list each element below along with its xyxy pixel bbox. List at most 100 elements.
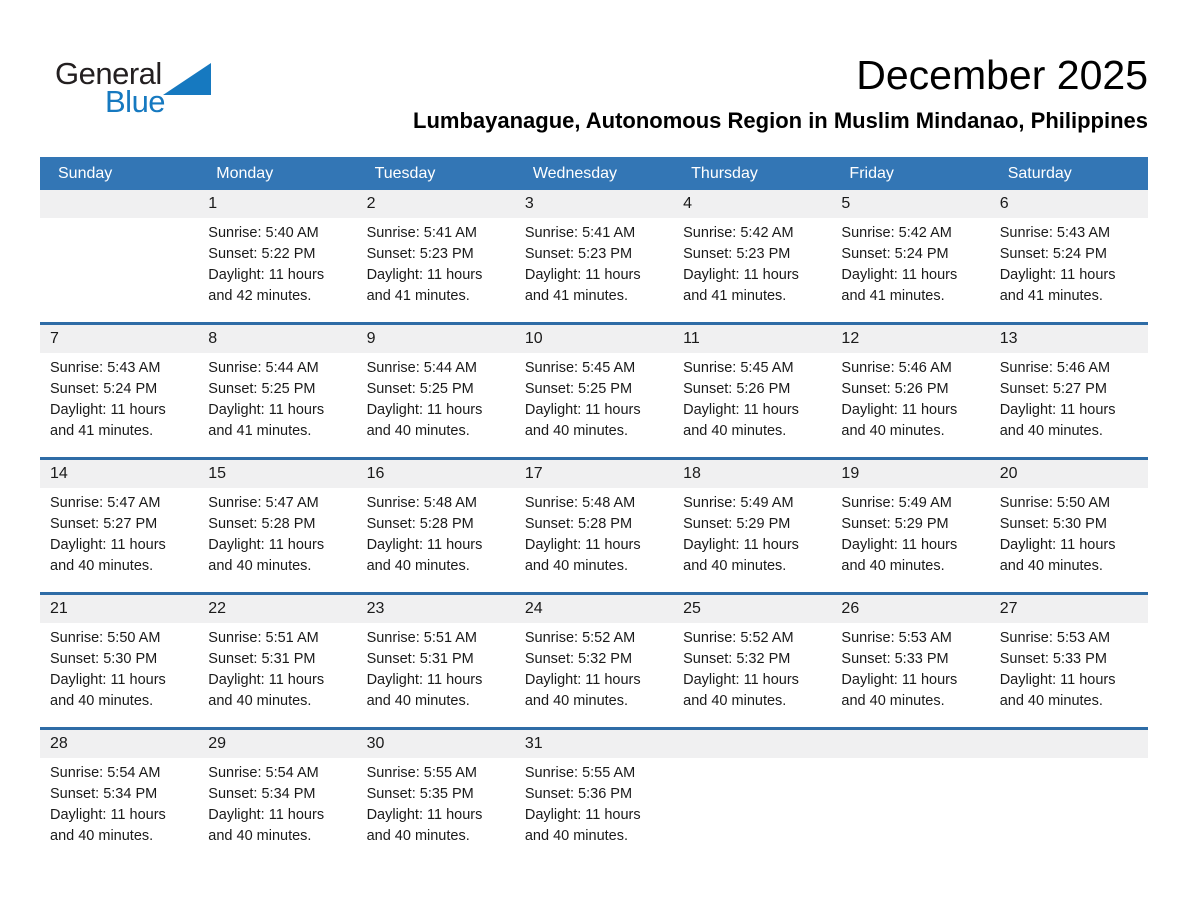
week-row: 14 Sunrise: 5:47 AM Sunset: 5:27 PM Dayligh…: [40, 457, 1148, 592]
daylight-hours-text: Daylight: 11 hours: [683, 267, 799, 283]
day-number: 1: [208, 195, 218, 212]
daylight-hours-text: Daylight: 11 hours: [208, 672, 325, 688]
day-cell-10: 10 Sunrise: 5:45 AM Sunset: 5:25 PM Dayligh…: [514, 325, 674, 457]
sun-info: [990, 758, 1148, 763]
sunset-text: Sunset: 5:27 PM: [999, 381, 1107, 397]
daylight-hours-text: Daylight: 11 hours: [683, 402, 799, 418]
sun-info: Sunrise: 5:50 AM Sunset: 5:30 PM Daylight:…: [40, 623, 198, 712]
sunrise-text: Sunrise: 5:46 AM: [841, 360, 952, 376]
sunrise-text: Sunrise: 5:43 AM: [999, 225, 1111, 241]
day-number: 26: [841, 600, 860, 617]
daylight-minutes-text: and 40 minutes.: [683, 558, 787, 574]
day-cell-28: 28 Sunrise: 5:54 AM Sunset: 5:34 PM Dayligh…: [40, 730, 199, 862]
day-number: 24: [524, 600, 543, 617]
logo-text-general: General: [55, 56, 162, 91]
daylight-hours-text: Daylight: 11 hours: [999, 402, 1116, 418]
daylight-hours-text: Daylight: 11 hours: [524, 807, 641, 823]
sunset-text: Sunset: 5:34 PM: [50, 786, 158, 802]
day-cell-18: 18 Sunrise: 5:49 AM Sunset: 5:29 PM Dayligh…: [673, 460, 832, 592]
daylight-hours-text: Daylight: 11 hours: [366, 672, 483, 688]
day-cell-27: 27 Sunrise: 5:53 AM Sunset: 5:33 PM Dayligh…: [989, 595, 1148, 727]
day-cell-29: 29 Sunrise: 5:54 AM Sunset: 5:34 PM Dayligh…: [198, 730, 357, 862]
daylight-minutes-text: and 40 minutes.: [208, 558, 312, 574]
daylight-minutes-text: and 41 minutes.: [524, 288, 629, 304]
daylight-hours-text: Daylight: 11 hours: [366, 267, 483, 283]
day-number-strip: 30: [356, 730, 515, 758]
sunrise-text: Sunrise: 5:55 AM: [366, 765, 477, 781]
daylight-hours-text: Daylight: 11 hours: [366, 537, 483, 553]
day-cell-16: 16 Sunrise: 5:48 AM Sunset: 5:28 PM Dayligh…: [356, 460, 515, 592]
day-number: 5: [841, 195, 851, 212]
sunset-text: Sunset: 5:33 PM: [841, 651, 949, 667]
general-blue-logo: General Blue: [55, 58, 211, 117]
day-cell-6: 6 Sunrise: 5:43 AM Sunset: 5:24 PM Daylight…: [989, 190, 1148, 322]
sunset-text: Sunset: 5:24 PM: [841, 246, 949, 262]
title-block: December 2025 Lumbayanague, Autonomous R…: [413, 52, 1148, 135]
logo-text-blue: Blue: [105, 84, 166, 119]
sunrise-text: Sunrise: 5:51 AM: [366, 630, 477, 646]
daylight-minutes-text: and 40 minutes.: [524, 423, 629, 439]
month-title: December 2025: [856, 52, 1148, 98]
weekday-header-thursday: Thursday: [691, 165, 758, 182]
day-number-strip: [673, 730, 832, 758]
sunrise-text: Sunrise: 5:50 AM: [50, 630, 161, 646]
daylight-hours-text: Daylight: 11 hours: [999, 537, 1116, 553]
day-number-strip: 26: [831, 595, 990, 623]
sunrise-text: Sunrise: 5:40 AM: [208, 225, 319, 241]
day-number-strip: 15: [198, 460, 357, 488]
day-number-strip: 14: [40, 460, 199, 488]
day-number: 18: [683, 465, 701, 482]
day-number: 4: [683, 195, 693, 212]
day-cell-7: 7 Sunrise: 5:43 AM Sunset: 5:24 PM Daylight…: [40, 325, 199, 457]
day-cell-11: 11 Sunrise: 5:45 AM Sunset: 5:26 PM Dayligh…: [673, 325, 832, 457]
day-number: 11: [683, 330, 700, 347]
day-cell-21: 21 Sunrise: 5:50 AM Sunset: 5:30 PM Dayligh…: [40, 595, 199, 727]
daylight-hours-text: Daylight: 11 hours: [683, 672, 799, 688]
location-subtitle: Lumbayanague, Autonomous Region in Musli…: [413, 108, 1148, 134]
sunrise-text: Sunrise: 5:45 AM: [524, 360, 636, 376]
daylight-hours-text: Daylight: 11 hours: [208, 807, 325, 823]
sun-info: Sunrise: 5:46 AM Sunset: 5:26 PM Daylight:…: [831, 353, 989, 442]
sunset-text: Sunset: 5:26 PM: [683, 381, 791, 397]
daylight-hours-text: Daylight: 11 hours: [683, 537, 799, 553]
sun-info: Sunrise: 5:52 AM Sunset: 5:32 PM Daylight:…: [515, 623, 673, 712]
sun-info: Sunrise: 5:45 AM Sunset: 5:25 PM Daylight:…: [515, 353, 673, 442]
daylight-hours-text: Daylight: 11 hours: [366, 402, 483, 418]
sun-info: Sunrise: 5:48 AM Sunset: 5:28 PM Daylight:…: [515, 488, 673, 577]
day-number: 30: [366, 735, 385, 752]
daylight-minutes-text: and 40 minutes.: [999, 693, 1103, 709]
sun-info: Sunrise: 5:55 AM Sunset: 5:35 PM Daylight:…: [357, 758, 515, 847]
day-number: 6: [999, 195, 1009, 212]
sun-info: Sunrise: 5:49 AM Sunset: 5:29 PM Daylight:…: [831, 488, 989, 577]
day-cell-4: 4 Sunrise: 5:42 AM Sunset: 5:23 PM Daylight…: [673, 190, 832, 322]
sunrise-text: Sunrise: 5:49 AM: [841, 495, 952, 511]
sun-info: Sunrise: 5:54 AM Sunset: 5:34 PM Daylight:…: [198, 758, 356, 847]
daylight-hours-text: Daylight: 11 hours: [841, 267, 958, 283]
sun-info: Sunrise: 5:55 AM Sunset: 5:36 PM Daylight:…: [515, 758, 673, 847]
sunrise-text: Sunrise: 5:54 AM: [208, 765, 319, 781]
day-cell-19: 19 Sunrise: 5:49 AM Sunset: 5:29 PM Dayligh…: [831, 460, 990, 592]
day-number: 15: [208, 465, 227, 482]
daylight-minutes-text: and 40 minutes.: [999, 558, 1103, 574]
daylight-minutes-text: and 40 minutes.: [50, 693, 154, 709]
day-number: 17: [524, 465, 543, 482]
daylight-minutes-text: and 40 minutes.: [524, 693, 629, 709]
sunset-text: Sunset: 5:29 PM: [841, 516, 949, 532]
sunrise-text: Sunrise: 5:50 AM: [999, 495, 1111, 511]
daylight-minutes-text: and 41 minutes.: [208, 423, 312, 439]
sunrise-text: Sunrise: 5:41 AM: [524, 225, 636, 241]
sun-info: Sunrise: 5:47 AM Sunset: 5:27 PM Daylight:…: [40, 488, 198, 577]
sunset-text: Sunset: 5:34 PM: [208, 786, 316, 802]
daylight-minutes-text: and 41 minutes.: [50, 423, 154, 439]
logo-line-2: Blue: [105, 86, 211, 117]
day-number-strip: 20: [989, 460, 1148, 488]
weekday-header-row: Sunday Monday Tuesday Wednesday Thursday Frid…: [40, 157, 1148, 190]
day-number-strip: 29: [198, 730, 357, 758]
sun-info: Sunrise: 5:40 AM Sunset: 5:22 PM Daylight:…: [198, 218, 356, 307]
sunset-text: Sunset: 5:24 PM: [999, 246, 1107, 262]
sun-info: [40, 218, 198, 223]
day-number: 3: [524, 195, 534, 212]
empty-day-cell: [40, 190, 199, 322]
daylight-hours-text: Daylight: 11 hours: [841, 672, 958, 688]
day-cell-2: 2 Sunrise: 5:41 AM Sunset: 5:23 PM Daylight…: [356, 190, 515, 322]
